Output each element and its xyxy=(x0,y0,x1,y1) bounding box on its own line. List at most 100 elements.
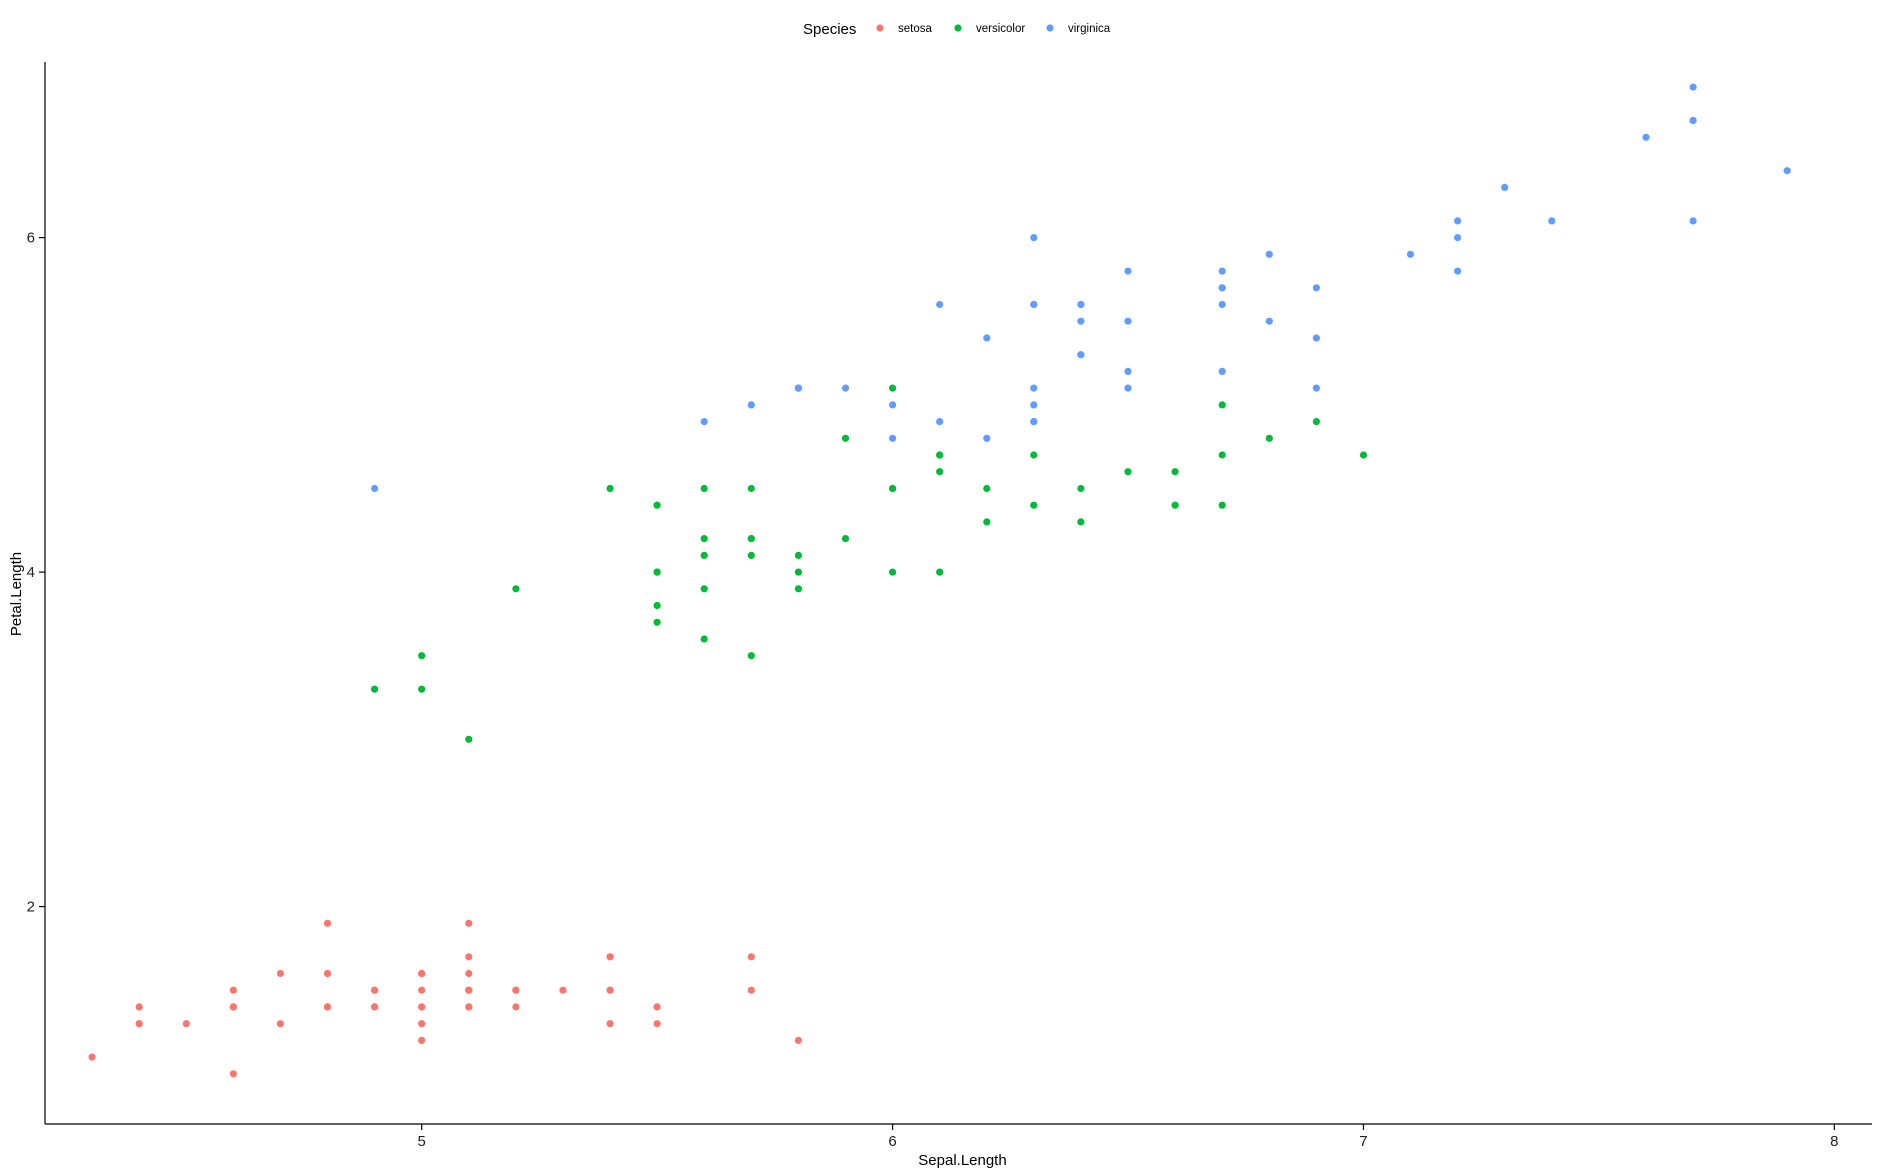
virginica-point xyxy=(1312,334,1320,342)
setosa-point xyxy=(559,986,567,994)
virginica-point xyxy=(1454,267,1462,275)
setosa-point xyxy=(512,986,520,994)
versicolor-point xyxy=(889,384,897,392)
legend-label-versicolor: versicolor xyxy=(976,23,1025,35)
versicolor-point xyxy=(700,635,708,643)
versicolor-point xyxy=(606,484,614,493)
versicolor-point xyxy=(1077,518,1085,526)
versicolor-point xyxy=(889,484,897,493)
virginica-point xyxy=(1218,300,1226,309)
setosa-point xyxy=(606,953,614,961)
legend-title: Species xyxy=(803,21,856,38)
legend: Species setosa versicolor virginica xyxy=(803,21,1111,38)
legend-key-versicolor xyxy=(954,24,962,32)
virginica-point xyxy=(1124,367,1132,375)
virginica-point xyxy=(1265,317,1273,325)
virginica-point xyxy=(1689,116,1697,125)
versicolor-point xyxy=(747,652,755,660)
setosa-point xyxy=(323,919,332,927)
legend-key-setosa xyxy=(876,24,884,32)
y-axis-title: Petal.Length xyxy=(8,552,25,636)
x-axis-title: Sepal.Length xyxy=(918,1152,1006,1169)
versicolor-point xyxy=(371,685,379,693)
versicolor-point xyxy=(747,484,755,493)
virginica-point xyxy=(1030,234,1038,242)
virginica-point xyxy=(1077,317,1085,325)
virginica-point xyxy=(1030,401,1038,409)
virginica-point xyxy=(1501,183,1509,191)
virginica-point xyxy=(1312,384,1320,392)
versicolor-point xyxy=(1030,451,1038,459)
virginica-point xyxy=(1124,267,1132,275)
versicolor-point xyxy=(1124,468,1132,476)
virginica-point xyxy=(1218,284,1226,292)
setosa-point xyxy=(135,1020,143,1028)
virginica-point xyxy=(1124,384,1132,392)
virginica-point xyxy=(1454,217,1462,225)
versicolor-point xyxy=(794,585,803,593)
virginica-point xyxy=(936,300,944,309)
versicolor-point xyxy=(1312,418,1320,426)
setosa-point xyxy=(229,1070,237,1078)
setosa-point xyxy=(653,1003,661,1011)
virginica-point xyxy=(1312,284,1320,292)
setosa-point xyxy=(88,1053,96,1061)
virginica-point xyxy=(889,434,897,442)
virginica-point xyxy=(1030,384,1038,392)
setosa-point xyxy=(465,969,473,978)
versicolor-point xyxy=(936,568,944,576)
virginica-point xyxy=(1406,250,1415,258)
virginica-point xyxy=(371,484,379,493)
x-tick-label: 8 xyxy=(1830,1133,1838,1150)
versicolor-point xyxy=(1265,434,1273,442)
virginica-point xyxy=(1030,300,1038,309)
setosa-point xyxy=(229,1003,237,1011)
versicolor-point xyxy=(465,735,473,743)
setosa-point xyxy=(276,1020,284,1028)
setosa-point xyxy=(465,1003,473,1011)
versicolor-point xyxy=(1030,501,1038,509)
x-tick-label: 7 xyxy=(1359,1133,1367,1150)
setosa-point xyxy=(229,986,237,994)
setosa-point xyxy=(371,1003,379,1011)
versicolor-point xyxy=(1171,468,1179,476)
versicolor-point xyxy=(1359,451,1368,459)
versicolor-point xyxy=(841,535,850,543)
versicolor-point xyxy=(983,484,991,493)
versicolor-point xyxy=(841,434,850,442)
virginica-point xyxy=(841,384,850,392)
virginica-point xyxy=(700,418,708,426)
virginica-point xyxy=(794,384,803,392)
setosa-point xyxy=(323,969,332,978)
versicolor-point xyxy=(1171,501,1179,509)
virginica-point xyxy=(1077,300,1085,309)
versicolor-point xyxy=(936,468,944,476)
virginica-point xyxy=(1218,367,1226,375)
versicolor-point xyxy=(747,535,755,543)
versicolor-point xyxy=(983,518,991,526)
setosa-point xyxy=(794,1036,803,1044)
setosa-point xyxy=(465,986,473,994)
versicolor-point xyxy=(1077,484,1085,493)
versicolor-point xyxy=(936,451,944,459)
setosa-point xyxy=(418,1003,426,1011)
setosa-point xyxy=(418,1036,426,1044)
virginica-point xyxy=(1454,234,1462,242)
setosa-point xyxy=(512,1003,520,1011)
virginica-point xyxy=(1783,167,1791,175)
y-tick-label: 6 xyxy=(27,230,35,247)
versicolor-point xyxy=(653,601,661,610)
virginica-point xyxy=(936,418,944,426)
versicolor-point xyxy=(794,551,803,560)
setosa-point xyxy=(418,986,426,994)
virginica-point xyxy=(1548,217,1556,225)
versicolor-point xyxy=(747,551,755,560)
versicolor-point xyxy=(1218,451,1226,459)
setosa-point xyxy=(276,969,284,978)
setosa-point xyxy=(182,1020,190,1028)
virginica-point xyxy=(747,401,755,409)
data-points xyxy=(88,83,1791,1078)
x-tick-label: 5 xyxy=(418,1133,426,1150)
setosa-point xyxy=(747,953,755,961)
